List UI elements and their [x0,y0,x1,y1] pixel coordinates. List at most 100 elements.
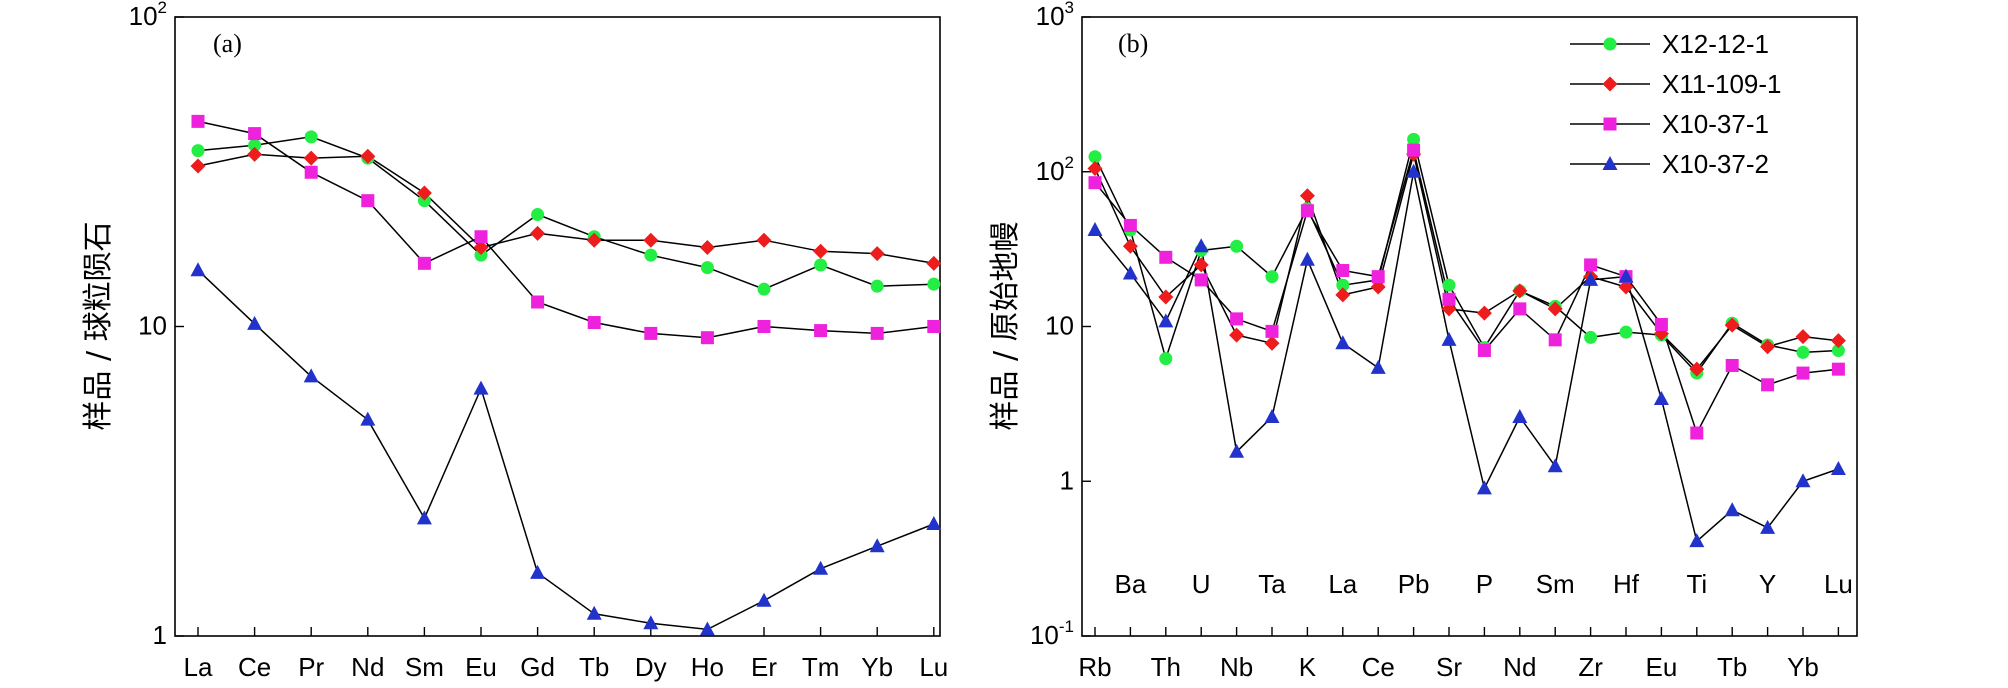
data-point-b-x10-37-1-ce [1371,270,1385,284]
x-tick-label-a-tb: Tb [579,652,609,682]
data-point-b-x10-37-2-yb [1795,473,1811,488]
data-point-b-x11-109-1-lu [1830,333,1846,349]
data-point-b-x10-37-2-ti [1689,533,1705,548]
data-point-b-x11-109-1-nb [1229,327,1245,343]
data-point-b-x10-37-1-ta [1265,324,1279,338]
x-tick-label-b-ba: Ba [1114,569,1146,599]
data-point-a-x10-37-2-la [190,262,206,277]
x-tick-label-b-lu: Lu [1824,569,1853,599]
legend-marker-x11-109-1 [1602,76,1618,92]
x-tick-label-b-sm: Sm [1536,569,1575,599]
data-point-b-x10-37-1-la [1336,264,1350,278]
data-point-a-x10-37-1-tm [814,324,828,338]
data-point-a-x10-37-2-ho [699,621,715,636]
data-point-b-x10-37-1-tb [1725,358,1739,372]
data-point-b-x10-37-2-eu [1653,391,1669,406]
x-tick-label-b-y: Y [1759,569,1776,599]
chart-panel-a: (a) 样品 / 球粒陨石 1 10 102 La Ce Pr Nd Sm Eu Gd Tb Dy Ho… [81,0,948,682]
data-point-b-x11-109-1-ta [1264,335,1280,351]
series-line-b-x10-37-2 [1094,171,1839,543]
data-point-b-x10-37-1-ba [1123,218,1137,232]
series-line-a-x10-37-2 [197,269,935,631]
data-point-a-x10-37-2-tm [813,560,829,575]
y-tick-label-b-1: 1 [1060,465,1074,495]
x-tick-label-a-gd: Gd [520,652,555,682]
data-point-a-x10-37-1-nd [361,194,375,208]
data-point-b-x11-109-1-y [1760,339,1776,355]
legend: X12-12-1 X11-109-1 X10-37-1 X10-37-2 [1570,29,1782,179]
data-point-a-x12-12-1-ce [248,138,262,152]
x-tick-label-b-ti: Ti [1686,569,1707,599]
data-point-a-x10-37-2-nd [360,411,376,426]
chart-panel-b: (b) 样品 / 原始地幔 10-1 1 10 102 103 Rb Ba Th U Nb Ta K L… [988,0,1858,682]
x-tick-label-b-eu: Eu [1645,652,1677,682]
legend-label-x12-12-1: X12-12-1 [1662,29,1769,59]
data-point-b-x11-109-1-ba [1122,238,1138,254]
data-point-b-x11-109-1-ti [1689,361,1705,377]
x-tick-label-a-dy: Dy [635,652,667,682]
series-lines-a [197,120,935,631]
data-point-a-x10-37-2-dy [643,615,659,630]
data-point-b-x10-37-1-ti [1690,426,1704,440]
data-point-b-x10-37-1-lu [1831,362,1845,376]
data-point-a-x12-12-1-yb [870,279,884,293]
data-point-b-x10-37-1-sm [1548,333,1562,347]
data-point-b-x10-37-2-u [1193,238,1209,253]
data-point-b-x10-37-1-eu [1654,318,1668,332]
x-tick-label-b-pb: Pb [1398,569,1430,599]
data-point-b-x10-37-2-p [1476,480,1492,495]
data-point-b-x12-12-1-sr [1442,278,1456,292]
data-point-b-x10-37-2-y [1760,519,1776,534]
data-point-a-x10-37-2-ce [247,315,263,330]
x-tick-label-b-ce: Ce [1362,652,1395,682]
data-point-b-x11-109-1-sm [1547,301,1563,317]
data-point-a-x10-37-1-ce [248,127,262,141]
data-point-a-x10-37-1-er [757,320,771,333]
legend-label-x10-37-2: X10-37-2 [1662,149,1769,179]
data-point-b-x11-109-1-p [1476,305,1492,321]
data-point-b-x12-12-1-th [1159,352,1173,366]
x-tick-label-b-nb: Nb [1220,652,1253,682]
series-line-b-x11-109-1 [1094,153,1839,371]
x-tick-label-b-u: U [1192,569,1211,599]
x-tick-label-b-zr: Zr [1578,652,1603,682]
data-point-a-x11-109-1-yb [869,246,885,262]
data-point-b-x10-37-1-nd [1513,302,1527,316]
x-tick-label-a-ce: Ce [238,652,271,682]
x-tick-label-a-la: La [184,652,213,682]
data-point-b-x10-37-2-pb [1406,163,1422,178]
data-point-a-x12-12-1-sm [417,194,431,208]
data-point-a-x11-109-1-ce [247,146,263,162]
data-point-a-x10-37-1-gd [531,295,545,309]
data-point-a-x11-109-1-sm [416,185,432,201]
data-point-b-x11-109-1-ce [1370,279,1386,295]
x-tick-label-a-tm: Tm [802,652,840,682]
legend-label-x11-109-1: X11-109-1 [1662,69,1782,99]
data-point-b-x10-37-1-pb [1407,143,1421,157]
data-point-a-x12-12-1-ho [700,261,714,275]
y-tick-label-a-1: 10 [138,311,167,341]
x-tick-label-b-hf: Hf [1613,569,1640,599]
x-tick-label-b-la: La [1328,569,1357,599]
x-tick-label-a-er: Er [751,652,777,682]
data-point-b-x10-37-1-zr [1584,258,1598,272]
data-point-b-x12-12-1-la [1336,278,1350,292]
y-tick-label-b-2: 10 [1045,311,1074,341]
x-tick-label-a-sm: Sm [405,652,444,682]
data-point-a-x11-109-1-la [190,158,206,174]
data-point-b-x10-37-2-la [1335,335,1351,350]
x-tick-label-b-rb: Rb [1078,652,1111,682]
series-line-a-x12-12-1 [197,136,934,291]
data-point-a-x11-109-1-tb [586,232,602,248]
data-point-b-x12-12-1-pb [1407,132,1421,146]
x-tick-label-b-tb: Tb [1717,652,1747,682]
data-point-b-x12-12-1-hf [1619,325,1633,339]
data-point-a-x10-37-2-yb [869,538,885,553]
panel-label-b: (b) [1118,29,1148,58]
data-point-b-x10-37-1-rb [1088,176,1102,190]
data-point-a-x10-37-2-gd [530,564,546,579]
data-point-b-x10-37-1-nb [1230,312,1244,326]
data-point-b-x12-12-1-ta [1265,270,1279,284]
legend-label-x10-37-1: X10-37-1 [1662,109,1769,139]
data-point-b-x10-37-2-ba [1122,265,1138,280]
